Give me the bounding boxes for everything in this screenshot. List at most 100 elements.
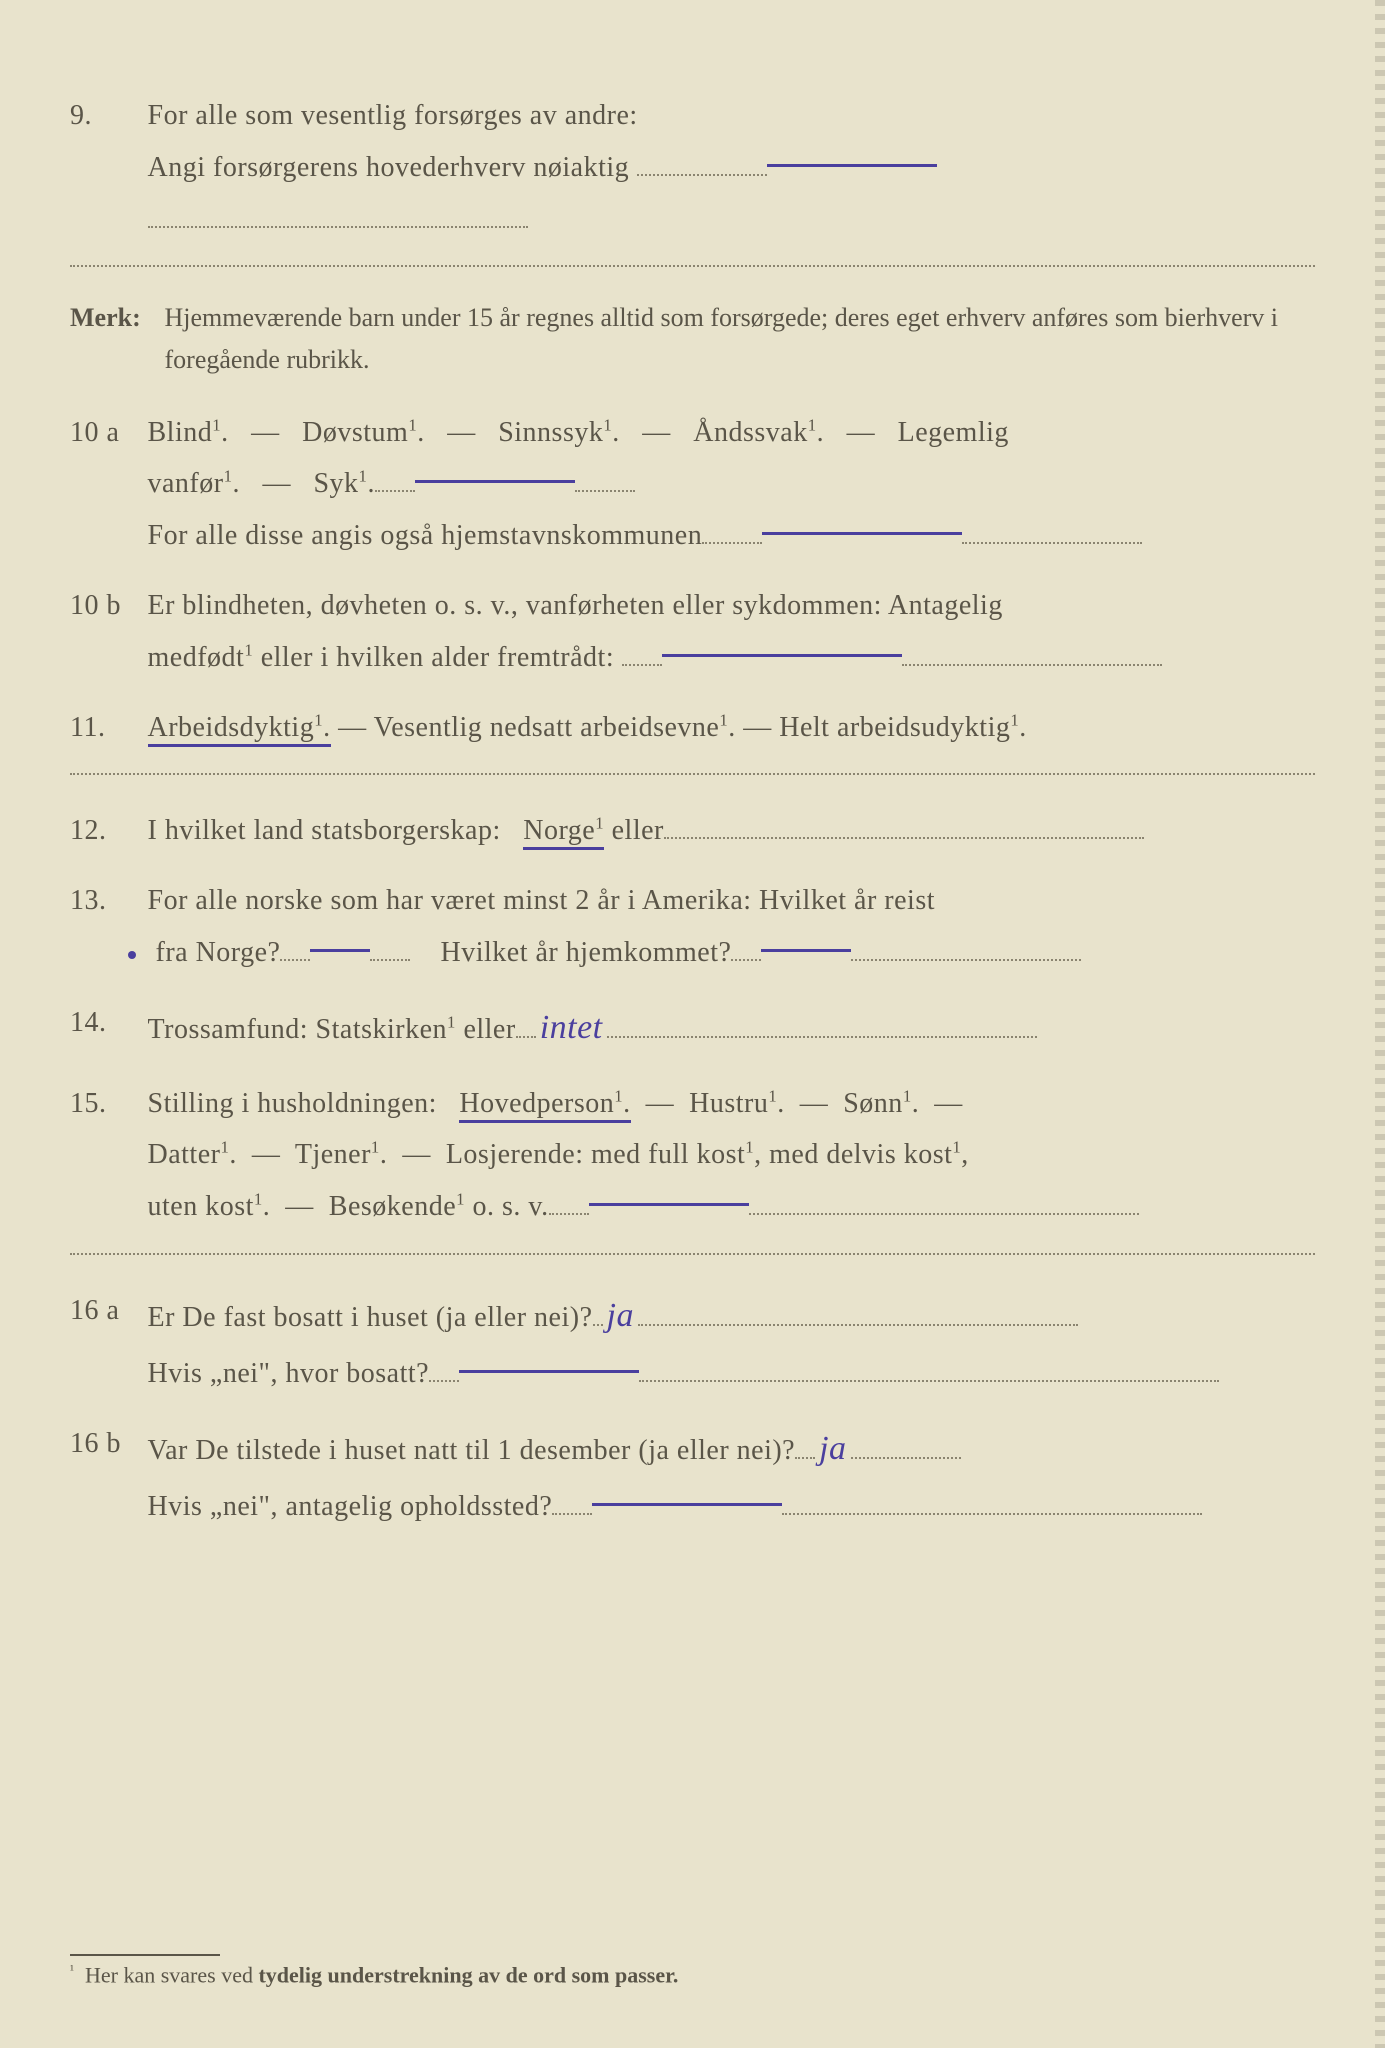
q12-textb: eller bbox=[604, 815, 664, 846]
q12-selected-norge: Norge1 bbox=[523, 815, 604, 850]
fill-blank[interactable] bbox=[370, 959, 410, 961]
q15-body: Stilling i husholdningen: Hovedperson1. … bbox=[148, 1078, 1298, 1233]
opt-dovstum: Døvstum1. bbox=[302, 417, 425, 448]
pen-dash bbox=[592, 1503, 782, 1506]
fill-blank[interactable] bbox=[639, 1380, 1219, 1382]
pen-dash bbox=[459, 1370, 639, 1373]
q11-body: Arbeidsdyktig1. — Vesentlig nedsatt arbe… bbox=[148, 702, 1298, 754]
opt-besok: Besøkende1 bbox=[329, 1191, 465, 1222]
question-10b: 10 b Er blindheten, døvheten o. s. v., v… bbox=[70, 580, 1315, 684]
q10b-line2b: eller i hvilken alder fremtrådt: bbox=[253, 642, 614, 673]
question-9: 9. For alle som vesentlig forsørges av a… bbox=[70, 90, 1315, 245]
note-merk: Merk: Hjemmeværende barn under 15 år reg… bbox=[70, 297, 1315, 380]
question-11: 11. Arbeidsdyktig1. — Vesentlig nedsatt … bbox=[70, 702, 1315, 754]
q12-number: 12. bbox=[70, 805, 140, 857]
q15-selected-hovedperson: Hovedperson1. bbox=[459, 1088, 630, 1123]
q15-osv: o. s. v. bbox=[465, 1191, 549, 1222]
fill-blank[interactable] bbox=[593, 1324, 603, 1326]
pen-dash bbox=[662, 654, 902, 657]
fill-blank[interactable] bbox=[552, 1513, 592, 1515]
page-perforation bbox=[1375, 0, 1385, 2048]
pen-dash bbox=[589, 1203, 749, 1206]
footnote-text: Her kan svares ved tydelig understreknin… bbox=[85, 1962, 678, 1987]
q14-answer: intet bbox=[536, 997, 607, 1060]
q10a-line3: For alle disse angis også hjemstavnskomm… bbox=[148, 520, 703, 551]
question-10a: 10 a Blind1. — Døvstum1. — Sinnssyk1. — … bbox=[70, 407, 1315, 562]
question-14: 14. Trossamfund: Statskirken1 eller intet bbox=[70, 997, 1315, 1060]
separator bbox=[70, 263, 1315, 267]
q10a-number: 10 a bbox=[70, 407, 140, 459]
q13-number: 13. bbox=[70, 875, 140, 927]
q16a-line2: Hvis „nei", hvor bosatt? bbox=[148, 1358, 430, 1389]
q14-body: Trossamfund: Statskirken1 eller intet bbox=[148, 997, 1298, 1060]
q10b-number: 10 b bbox=[70, 580, 140, 632]
fill-blank[interactable] bbox=[575, 490, 635, 492]
q13-line2a: fra Norge? bbox=[156, 937, 281, 968]
merk-text: Hjemmeværende barn under 15 år regnes al… bbox=[165, 297, 1295, 380]
q10b-body: Er blindheten, døvheten o. s. v., vanfør… bbox=[148, 580, 1298, 684]
opt-legemlig: Legemlig bbox=[898, 417, 1009, 448]
opt-sinnssyk: Sinnssyk1. bbox=[498, 417, 620, 448]
q15-number: 15. bbox=[70, 1078, 140, 1130]
pen-dash bbox=[310, 949, 370, 952]
question-16b: 16 b Var De tilstede i huset natt til 1 … bbox=[70, 1418, 1315, 1533]
opt-datter: Datter1. bbox=[148, 1139, 237, 1170]
opt-vanfor: vanfør1. bbox=[148, 468, 240, 499]
fill-blank[interactable] bbox=[429, 1380, 459, 1382]
fill-blank[interactable] bbox=[731, 959, 761, 961]
q10b-medfodt: medfødt1 bbox=[148, 642, 254, 673]
q11-mid: — Vesentlig nedsatt arbeidsevne1. bbox=[331, 712, 736, 743]
opt-andssvak: Åndssvak1. bbox=[693, 417, 824, 448]
census-form-page: 9. For alle som vesentlig forsørges av a… bbox=[0, 0, 1385, 1590]
pen-dash bbox=[767, 164, 937, 167]
q9-body: For alle som vesentlig forsørges av andr… bbox=[148, 90, 1298, 245]
separator bbox=[70, 1251, 1315, 1255]
opt-delvis: , med delvis kost1, bbox=[754, 1139, 969, 1170]
fill-blank[interactable] bbox=[782, 1513, 1202, 1515]
fill-blank[interactable] bbox=[851, 959, 1081, 961]
q16b-line2: Hvis „nei", antagelig opholdssted? bbox=[148, 1491, 553, 1522]
fill-blank[interactable] bbox=[148, 226, 528, 228]
q9-line2a: Angi forsørgerens hovederhverv nøiaktig bbox=[148, 152, 630, 183]
q10b-line1: Er blindheten, døvheten o. s. v., vanfør… bbox=[148, 590, 1003, 621]
fill-blank[interactable] bbox=[795, 1457, 815, 1459]
footnote-marker: ¹ bbox=[70, 1962, 74, 1977]
fill-blank[interactable] bbox=[664, 837, 1144, 839]
fill-blank[interactable] bbox=[549, 1213, 589, 1215]
fill-blank[interactable] bbox=[280, 959, 310, 961]
q14-number: 14. bbox=[70, 997, 140, 1049]
fill-blank[interactable] bbox=[638, 1324, 1078, 1326]
fill-blank[interactable] bbox=[702, 542, 762, 544]
opt-syk: Syk1. bbox=[313, 468, 374, 499]
fill-blank[interactable] bbox=[637, 174, 767, 176]
pen-dash bbox=[415, 480, 575, 483]
opt-sonn: Sønn1. bbox=[843, 1088, 919, 1119]
opt-hustru: Hustru1. bbox=[689, 1088, 785, 1119]
question-13: 13. For alle norske som har været minst … bbox=[70, 875, 1315, 979]
fill-blank[interactable] bbox=[607, 1036, 1037, 1038]
q16a-number: 16 a bbox=[70, 1285, 140, 1337]
fill-blank[interactable] bbox=[902, 664, 1162, 666]
fill-blank[interactable] bbox=[749, 1213, 1139, 1215]
fill-blank[interactable] bbox=[851, 1457, 961, 1459]
q11-number: 11. bbox=[70, 702, 140, 754]
opt-blind: Blind1. bbox=[148, 417, 229, 448]
opt-losjerende: Losjerende: med full kost1 bbox=[446, 1139, 754, 1170]
pen-dash bbox=[761, 949, 851, 952]
q13-line2b: Hvilket år hjemkommet? bbox=[440, 937, 731, 968]
question-16a: 16 a Er De fast bosatt i huset (ja eller… bbox=[70, 1285, 1315, 1400]
opt-tjener: Tjener1. bbox=[295, 1139, 387, 1170]
q14-textb: eller bbox=[456, 1014, 516, 1045]
fill-blank[interactable] bbox=[962, 542, 1142, 544]
q16a-line1: Er De fast bosatt i huset (ja eller nei)… bbox=[148, 1302, 593, 1333]
fill-blank[interactable] bbox=[375, 490, 415, 492]
fill-blank[interactable] bbox=[516, 1036, 536, 1038]
fill-blank[interactable] bbox=[622, 664, 662, 666]
q9-number: 9. bbox=[70, 90, 140, 142]
q14-texta: Trossamfund: Statskirken1 bbox=[148, 1014, 456, 1045]
q16b-body: Var De tilstede i huset natt til 1 desem… bbox=[148, 1418, 1298, 1533]
footnote: ¹ Her kan svares ved tydelig understrekn… bbox=[70, 1954, 678, 1988]
question-12: 12. I hvilket land statsborgerskap: Norg… bbox=[70, 805, 1315, 857]
opt-uten: uten kost1. bbox=[148, 1191, 271, 1222]
separator bbox=[70, 771, 1315, 775]
